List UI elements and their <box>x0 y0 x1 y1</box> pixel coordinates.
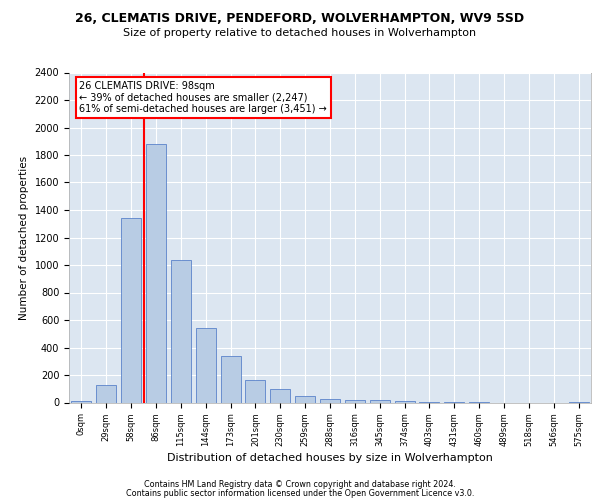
Bar <box>97 384 116 402</box>
Bar <box>370 400 389 402</box>
Bar <box>221 356 241 403</box>
Bar <box>345 400 365 402</box>
Bar <box>71 401 91 402</box>
Bar <box>245 380 265 402</box>
Bar <box>295 396 315 402</box>
Text: 26 CLEMATIS DRIVE: 98sqm
← 39% of detached houses are smaller (2,247)
61% of sem: 26 CLEMATIS DRIVE: 98sqm ← 39% of detach… <box>79 80 327 114</box>
Bar <box>395 401 415 402</box>
Text: Contains public sector information licensed under the Open Government Licence v3: Contains public sector information licen… <box>126 489 474 498</box>
Text: Size of property relative to detached houses in Wolverhampton: Size of property relative to detached ho… <box>124 28 476 38</box>
Bar <box>146 144 166 403</box>
Bar <box>271 389 290 402</box>
Bar <box>320 399 340 402</box>
Y-axis label: Number of detached properties: Number of detached properties <box>19 156 29 320</box>
Bar <box>121 218 141 402</box>
Bar <box>171 260 191 402</box>
X-axis label: Distribution of detached houses by size in Wolverhampton: Distribution of detached houses by size … <box>167 453 493 463</box>
Text: 26, CLEMATIS DRIVE, PENDEFORD, WOLVERHAMPTON, WV9 5SD: 26, CLEMATIS DRIVE, PENDEFORD, WOLVERHAM… <box>76 12 524 26</box>
Text: Contains HM Land Registry data © Crown copyright and database right 2024.: Contains HM Land Registry data © Crown c… <box>144 480 456 489</box>
Bar <box>196 328 215 402</box>
